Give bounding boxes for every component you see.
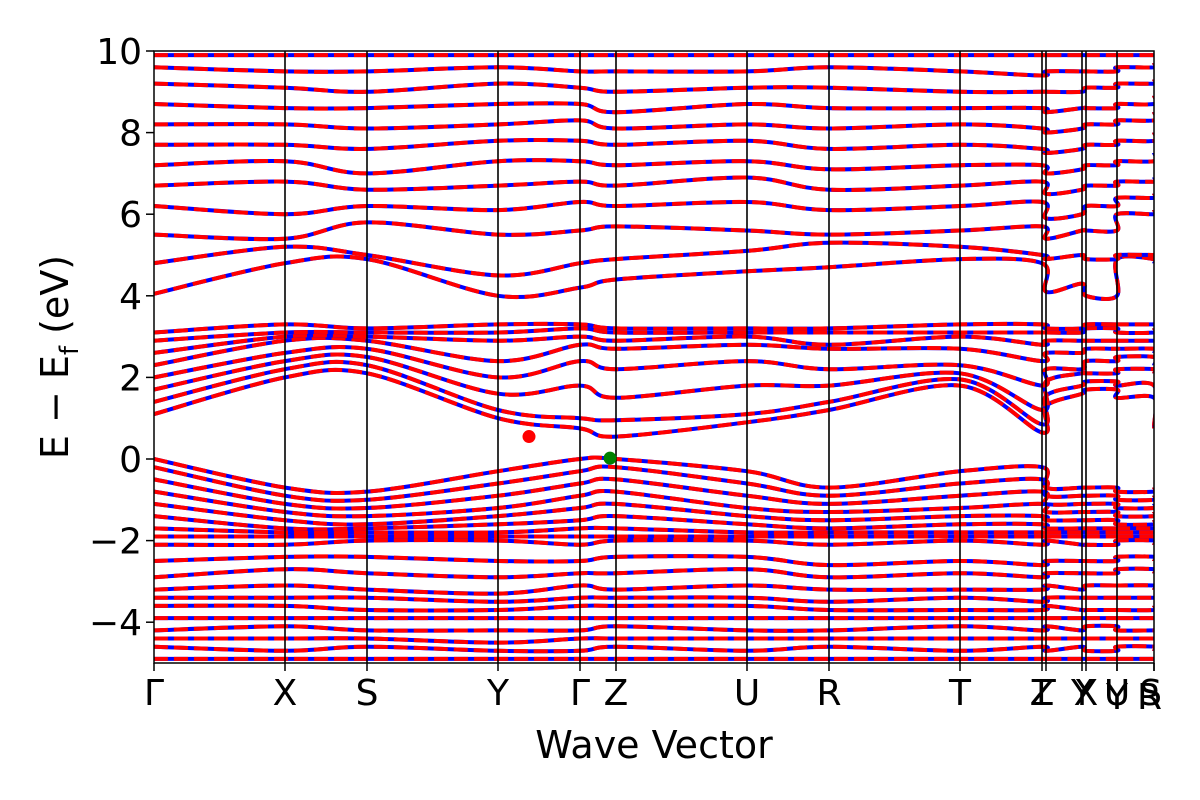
band-line-24-dashed [154,501,1154,527]
y-tick-label: 10 [96,32,142,73]
band-line-30-dashed [154,566,1154,580]
y-axis-ticks: −4 −2 0 2 4 6 8 10 [89,32,154,644]
x-tick-label: Γ [1036,673,1056,714]
x-tick-label: Y [486,673,510,714]
x-tick-label: Y [1105,677,1129,718]
y-tick-label: 2 [119,358,142,399]
x-tick-label: Γ [144,673,164,714]
band-line-14-dashed [154,132,1154,156]
marker-vbm [603,451,617,465]
band-line-28-dashed [154,538,1154,548]
y-axis-title: E − Ef (eV) [33,255,85,459]
x-tick-label: Y [1070,673,1094,714]
x-tick-label: R [1137,677,1162,718]
marker-cbm [522,430,536,444]
x-axis-ticks: Γ X S Y Γ Z U R T ZΓ YX UY SR [144,663,1162,718]
x-tick-label: S [1139,673,1162,714]
x-tick-label: Z [604,673,629,714]
band-line-16-dashed [154,95,1154,115]
x-tick-label: U [1104,673,1130,714]
y-tick-label: 8 [119,114,142,155]
x-tick-label: S [356,673,379,714]
y-tick-label: 6 [119,195,142,236]
x-tick-label: U [734,673,760,714]
band-line-17-dashed [154,77,1154,95]
extrema-markers [522,430,617,465]
x-tick-label: Z [1030,673,1055,714]
band-line-35-dashed [154,623,1154,633]
x-tick-label: X [1074,673,1099,714]
y-tick-label: 0 [119,440,142,481]
y-tick-label: −2 [89,522,142,563]
x-axis-title: Wave Vector [535,723,773,767]
band-line-37-dashed [154,644,1154,654]
band-line-6-dashed [154,325,1154,343]
band-line-15-dashed [154,112,1154,135]
x-tick-label: T [948,673,972,714]
high-symmetry-lines [284,51,1118,663]
x-tick-label: R [816,673,841,714]
y-tick-label: 4 [119,277,142,318]
plot-frame [153,50,1155,664]
x-tick-label: X [273,673,298,714]
x-tick-label: Γ [570,673,590,714]
y-tick-label: −4 [89,603,142,644]
